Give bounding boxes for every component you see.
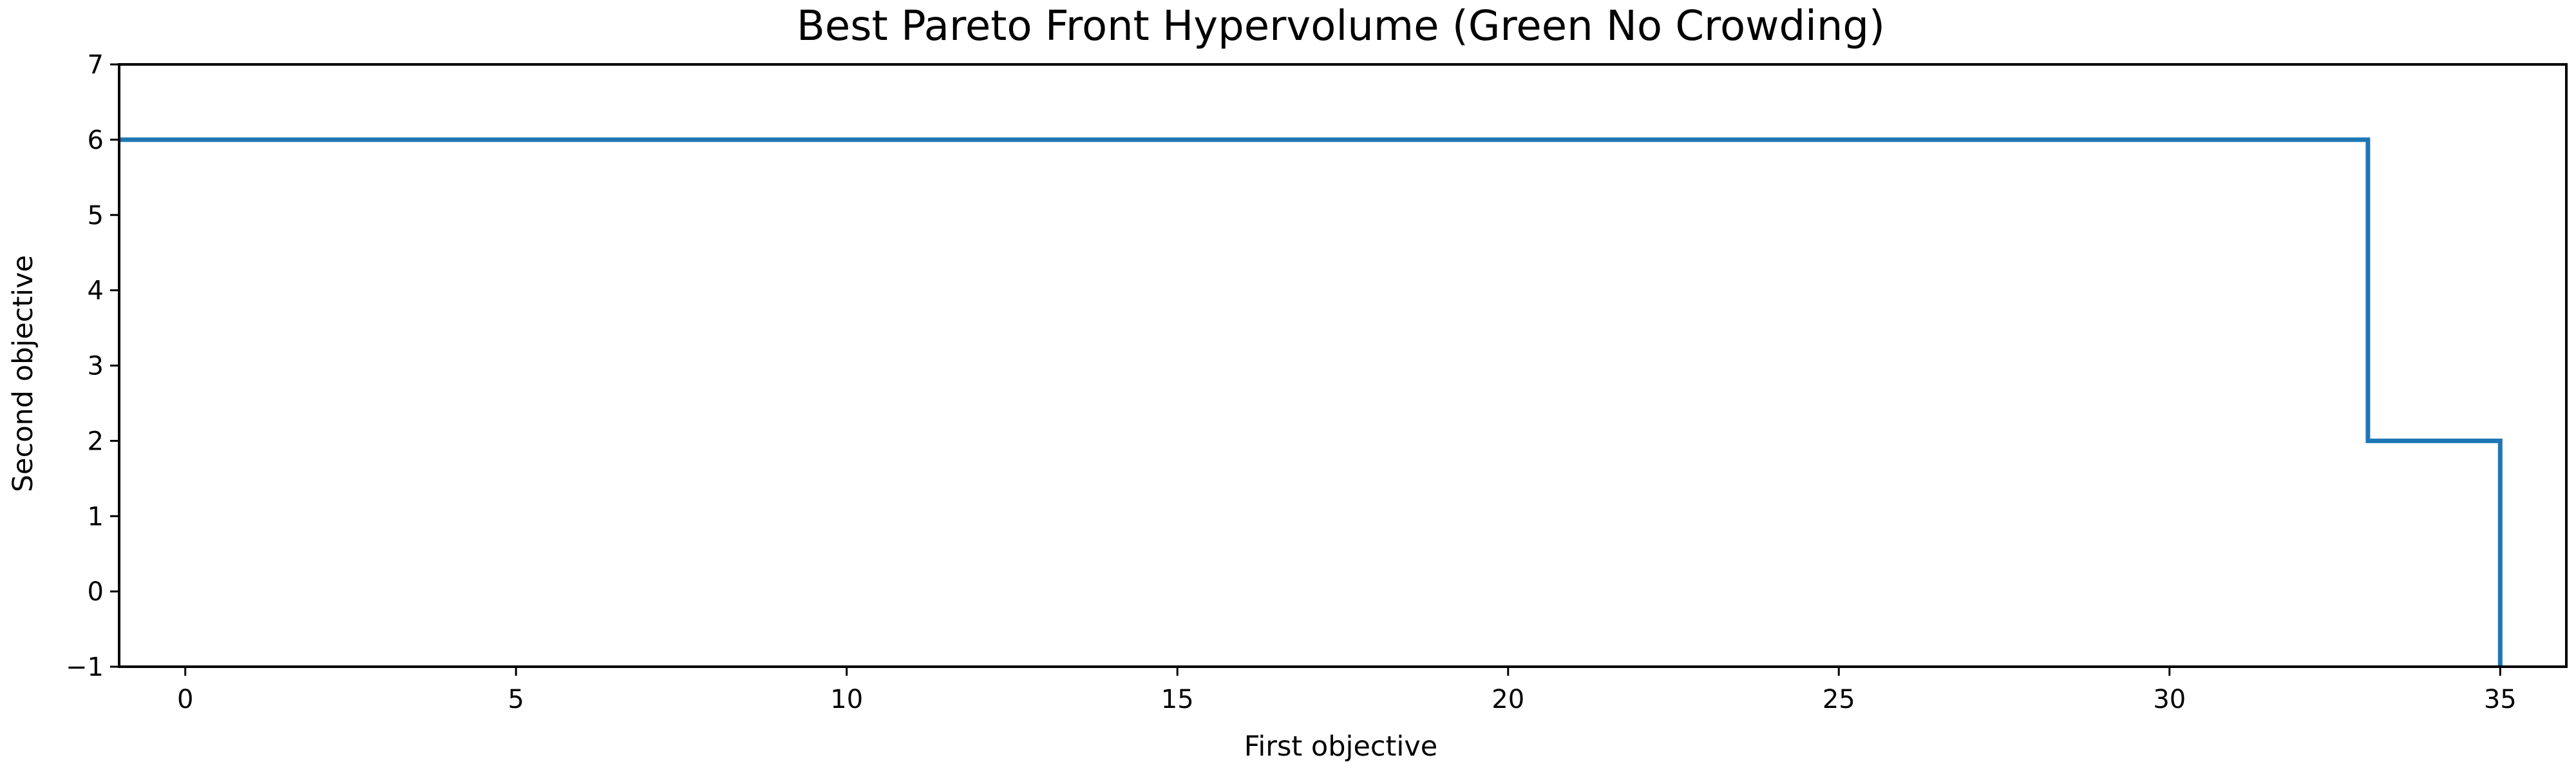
x-tick-label: 35	[2484, 685, 2517, 714]
x-axis: 0 5 10 15 20 25 30 35	[177, 667, 2517, 714]
x-tick-label: 10	[830, 685, 863, 714]
chart-title: Best Pareto Front Hypervolume (Green No …	[797, 3, 1885, 50]
y-tick-label: 6	[88, 126, 104, 155]
x-axis-label: First objective	[1244, 730, 1438, 763]
x-tick-label: 0	[177, 685, 193, 714]
plot-layer	[119, 137, 2503, 667]
y-tick-label: 1	[88, 502, 104, 531]
y-tick-label: 2	[88, 426, 104, 456]
y-tick-label: 0	[88, 577, 104, 607]
x-tick-label: 20	[1492, 685, 1524, 714]
y-tick-label: 7	[88, 50, 104, 80]
plot-frame	[118, 63, 2568, 668]
y-axis: −1 0 1 2 3 4 5 6 7	[66, 50, 119, 682]
y-tick-label: 5	[88, 201, 104, 231]
x-tick-label: 30	[2153, 685, 2186, 714]
y-tick-label: 3	[88, 352, 104, 381]
y-axis-label: Second objective	[7, 255, 39, 492]
x-tick-label: 5	[507, 685, 524, 714]
x-tick-label: 25	[1823, 685, 1855, 714]
series-line-0	[119, 137, 2503, 667]
y-tick-label: 4	[88, 276, 104, 306]
y-tick-label: −1	[66, 653, 104, 682]
x-tick-label: 15	[1161, 685, 1194, 714]
